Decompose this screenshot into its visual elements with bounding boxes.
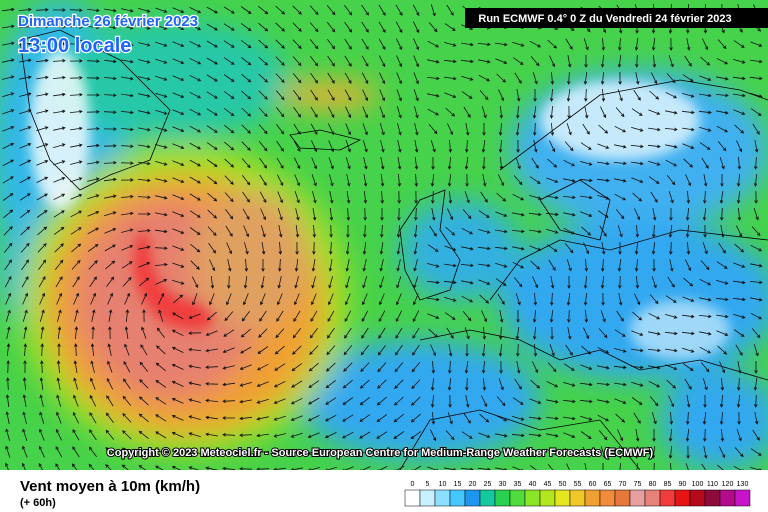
legend-swatch xyxy=(614,489,631,507)
footer-title: Vent moyen à 10m (km/h) xyxy=(20,478,200,495)
legend-swatch xyxy=(569,489,586,507)
date-label: Dimanche 26 février 2023 xyxy=(18,13,198,30)
legend-label: 35 xyxy=(514,481,522,488)
legend-swatch xyxy=(419,489,436,507)
legend-swatch xyxy=(539,489,556,507)
legend-swatch xyxy=(674,489,691,507)
legend-swatch xyxy=(719,489,736,507)
legend-label: 25 xyxy=(484,481,492,488)
legend-label: 40 xyxy=(529,481,537,488)
legend-swatch xyxy=(509,489,526,507)
legend-label: 0 xyxy=(411,481,415,488)
legend-label: 15 xyxy=(454,481,462,488)
legend-label: 75 xyxy=(634,481,642,488)
legend-label: 50 xyxy=(559,481,567,488)
legend-label: 100 xyxy=(692,481,704,488)
legend-label: 10 xyxy=(439,481,447,488)
legend-label: 120 xyxy=(722,481,734,488)
legend-swatch xyxy=(464,489,481,507)
time-label: 13:00 locale xyxy=(18,35,131,57)
legend-swatch xyxy=(494,489,511,507)
legend-label: 80 xyxy=(649,481,657,488)
map xyxy=(0,0,768,470)
legend-label: 45 xyxy=(544,481,552,488)
legend-swatch xyxy=(599,489,616,507)
legend-swatch xyxy=(554,489,571,507)
legend-swatch xyxy=(629,489,646,507)
legend-label: 130 xyxy=(737,481,749,488)
legend-label: 85 xyxy=(664,481,672,488)
legend-swatch xyxy=(449,489,466,507)
legend-label: 60 xyxy=(589,481,597,488)
footer-lead: (+ 60h) xyxy=(20,497,56,509)
legend-swatch xyxy=(734,489,751,507)
legend-label: 110 xyxy=(707,481,718,488)
copyright: Copyright © 2023 Meteociel.fr - Source E… xyxy=(107,447,654,459)
legend-label: 20 xyxy=(469,481,477,488)
legend-label: 55 xyxy=(574,481,582,488)
legend-label: 5 xyxy=(426,481,430,488)
legend-swatch xyxy=(584,489,601,507)
legend-swatch xyxy=(434,489,451,507)
arrow-field xyxy=(2,3,763,470)
legend-swatch xyxy=(659,489,676,507)
legend-label: 70 xyxy=(619,481,627,488)
legend-swatch xyxy=(704,489,721,507)
run-box xyxy=(465,8,768,28)
legend-label: 30 xyxy=(499,481,507,488)
legend-swatch xyxy=(644,489,661,507)
run-label: Run ECMWF 0.4° 0 Z du Vendredi 24 févrie… xyxy=(478,13,731,25)
legend: 0 5 10 15 20 25 30 35 40 45 50 55 60 65 70 75 80 85 90 100 1… xyxy=(404,481,751,507)
legend-swatch xyxy=(479,489,496,507)
wind-arrows xyxy=(2,3,763,470)
legend-swatch xyxy=(524,489,541,507)
legend-swatch xyxy=(404,489,421,507)
legend-label: 90 xyxy=(679,481,687,488)
legend-label: 65 xyxy=(604,481,612,488)
legend-swatch xyxy=(689,489,706,507)
